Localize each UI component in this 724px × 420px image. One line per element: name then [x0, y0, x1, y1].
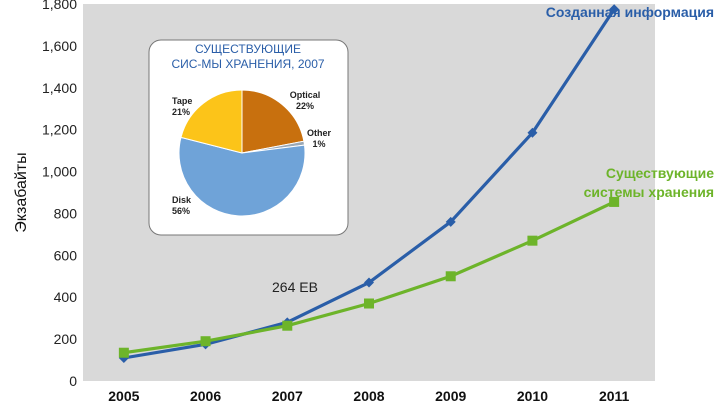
pie-pct-other: 1% — [312, 139, 325, 149]
y-tick-label: 1,400 — [42, 80, 77, 96]
pie-pct-tape: 21% — [172, 107, 190, 117]
x-tick-label: 2007 — [272, 388, 303, 404]
series-label-existing-storage: Существующие — [606, 165, 714, 181]
y-tick-label: 1,000 — [42, 164, 77, 180]
data-point-square — [445, 271, 456, 282]
x-tick-label: 2005 — [108, 388, 139, 404]
pie-pct-disk: 56% — [172, 206, 190, 216]
pie-label-tape: Tape — [172, 96, 192, 106]
data-point-diamond — [527, 127, 538, 138]
y-tick-label: 800 — [54, 205, 78, 221]
pie-pct-optical: 22% — [296, 101, 314, 111]
pie-slice-optical — [241, 89, 305, 154]
data-point-diamond — [445, 216, 456, 227]
annotation-264-eb: 264 EB — [272, 279, 318, 295]
x-tick-label: 2011 — [599, 388, 630, 404]
data-point-square — [200, 336, 211, 347]
pie-label-disk: Disk — [172, 195, 192, 205]
y-tick-label: 0 — [69, 373, 77, 389]
x-tick-label: 2010 — [517, 388, 548, 404]
y-tick-label: 600 — [54, 247, 78, 263]
pie-label-other: Other — [307, 128, 332, 138]
data-point-square — [364, 298, 374, 309]
data-point-diamond — [364, 277, 374, 288]
data-point-square — [282, 320, 293, 331]
inset-title-line-1: СУЩЕСТВУЮЩИЕ — [195, 42, 301, 56]
pie-inset: СУЩЕСТВУЮЩИЕ СИС-МЫ ХРАНЕНИЯ, 2007 Optic… — [148, 39, 349, 236]
series-label-created-info: Созданная информация — [546, 4, 714, 20]
series-label-existing-storage: системы хранения — [584, 184, 714, 200]
y-tick-label: 200 — [54, 331, 78, 347]
x-tick-label: 2006 — [190, 388, 221, 404]
y-tick-label: 400 — [54, 289, 78, 305]
x-tick-label: 2008 — [353, 388, 384, 404]
pie-label-optical: Optical — [290, 90, 321, 100]
y-tick-label: 1,200 — [42, 122, 77, 138]
data-point-square — [527, 235, 538, 246]
x-tick-label: 2009 — [435, 388, 466, 404]
y-axis-label: Экзабайты — [13, 152, 30, 232]
data-point-diamond — [609, 4, 620, 15]
y-tick-label: 1,800 — [42, 0, 77, 12]
inset-title-line-2: СИС-МЫ ХРАНЕНИЯ, 2007 — [171, 57, 324, 71]
data-point-square — [118, 347, 129, 358]
pie-slice-tape — [180, 89, 243, 154]
pie-slice-disk — [178, 136, 306, 217]
y-tick-label: 1,600 — [42, 38, 77, 54]
data-point-square — [609, 196, 620, 207]
